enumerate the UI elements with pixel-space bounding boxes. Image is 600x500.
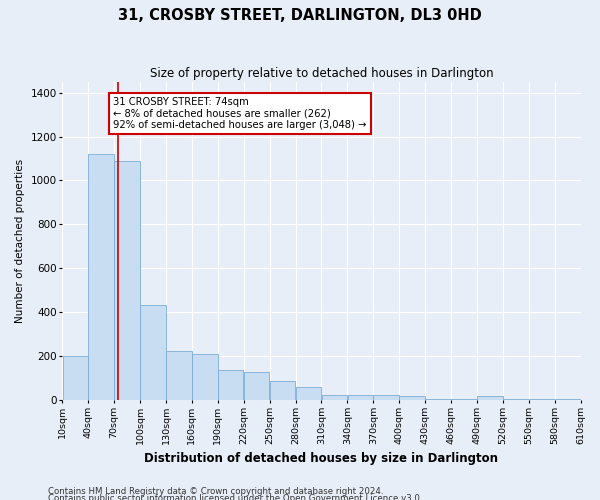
Bar <box>270 381 295 400</box>
Bar <box>400 396 425 400</box>
Bar <box>503 399 529 400</box>
Bar <box>218 370 244 400</box>
Bar <box>373 396 399 400</box>
Bar <box>140 306 166 400</box>
Bar <box>425 398 451 400</box>
Bar <box>555 399 580 400</box>
Bar <box>88 154 114 400</box>
Bar <box>244 372 269 400</box>
Bar <box>166 352 191 400</box>
Text: Contains public sector information licensed under the Open Government Licence v3: Contains public sector information licen… <box>48 494 422 500</box>
Text: 31 CROSBY STREET: 74sqm
← 8% of detached houses are smaller (262)
92% of semi-de: 31 CROSBY STREET: 74sqm ← 8% of detached… <box>113 97 367 130</box>
Bar <box>192 354 218 400</box>
X-axis label: Distribution of detached houses by size in Darlington: Distribution of detached houses by size … <box>145 452 499 465</box>
Bar <box>296 386 321 400</box>
Bar <box>477 396 503 400</box>
Bar <box>115 160 140 400</box>
Y-axis label: Number of detached properties: Number of detached properties <box>15 158 25 323</box>
Bar <box>451 398 476 400</box>
Text: 31, CROSBY STREET, DARLINGTON, DL3 0HD: 31, CROSBY STREET, DARLINGTON, DL3 0HD <box>118 8 482 22</box>
Bar <box>62 356 88 400</box>
Title: Size of property relative to detached houses in Darlington: Size of property relative to detached ho… <box>149 68 493 80</box>
Text: Contains HM Land Registry data © Crown copyright and database right 2024.: Contains HM Land Registry data © Crown c… <box>48 487 383 496</box>
Bar <box>529 399 554 400</box>
Bar <box>347 396 373 400</box>
Bar <box>322 396 347 400</box>
